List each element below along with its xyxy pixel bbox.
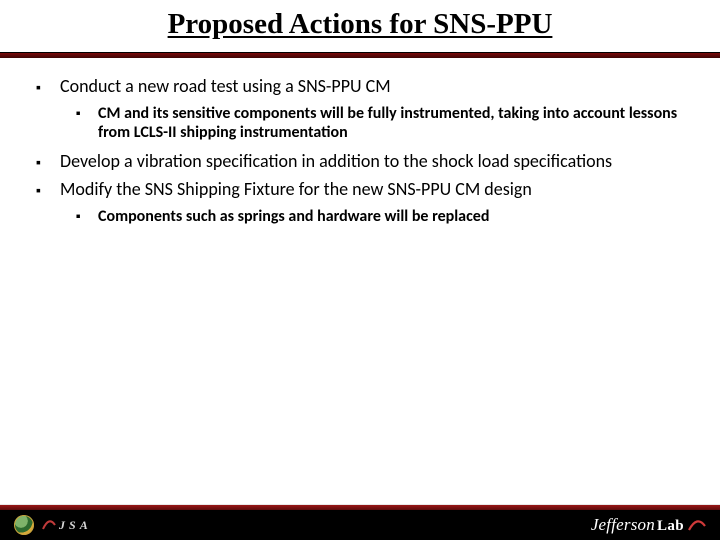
bullet-l2: ▪ Components such as springs and hardwar…: [76, 207, 700, 227]
jlab-wordmark-right: Lab: [657, 518, 684, 535]
bullet-text: Conduct a new road test using a SNS-PPU …: [60, 76, 391, 98]
square-bullet-icon: ▪: [76, 104, 98, 122]
jsa-letter: J: [58, 518, 66, 533]
jsa-letter: S: [68, 518, 77, 533]
bullet-l2: ▪ CM and its sensitive components will b…: [76, 104, 700, 143]
jlab-wordmark-left: Jefferson: [591, 515, 655, 535]
content-area: ▪ Conduct a new road test using a SNS-PP…: [36, 76, 700, 234]
footer-strip: J S A Jefferson Lab: [0, 510, 720, 540]
bullet-text: CM and its sensitive components will be …: [98, 104, 700, 143]
page-title: Proposed Actions for SNS-PPU: [168, 8, 553, 40]
jsa-logo: J S A: [42, 518, 89, 533]
footer-logos-left: J S A: [14, 515, 89, 535]
jlab-swoosh-icon: [688, 518, 706, 532]
square-bullet-icon: ▪: [36, 179, 60, 199]
bullet-l1: ▪ Conduct a new road test using a SNS-PP…: [36, 76, 700, 98]
jefferson-lab-logo: Jefferson Lab: [591, 515, 706, 535]
square-bullet-icon: ▪: [36, 76, 60, 96]
slide: Proposed Actions for SNS-PPU ▪ Conduct a…: [0, 0, 720, 540]
bullet-l1: ▪ Develop a vibration specification in a…: [36, 151, 700, 173]
title-accent-bar: [0, 53, 720, 58]
doe-seal-icon: [14, 515, 34, 535]
square-bullet-icon: ▪: [36, 151, 60, 171]
bullet-l1: ▪ Modify the SNS Shipping Fixture for th…: [36, 179, 700, 201]
footer: J S A Jefferson Lab: [0, 502, 720, 540]
title-block: Proposed Actions for SNS-PPU: [0, 8, 720, 41]
bullet-text: Develop a vibration specification in add…: [60, 151, 612, 173]
bullet-text: Modify the SNS Shipping Fixture for the …: [60, 179, 532, 201]
jsa-letter: A: [79, 518, 89, 533]
square-bullet-icon: ▪: [76, 207, 98, 225]
jsa-swoosh-icon: [42, 518, 56, 532]
bullet-text: Components such as springs and hardware …: [98, 207, 489, 227]
